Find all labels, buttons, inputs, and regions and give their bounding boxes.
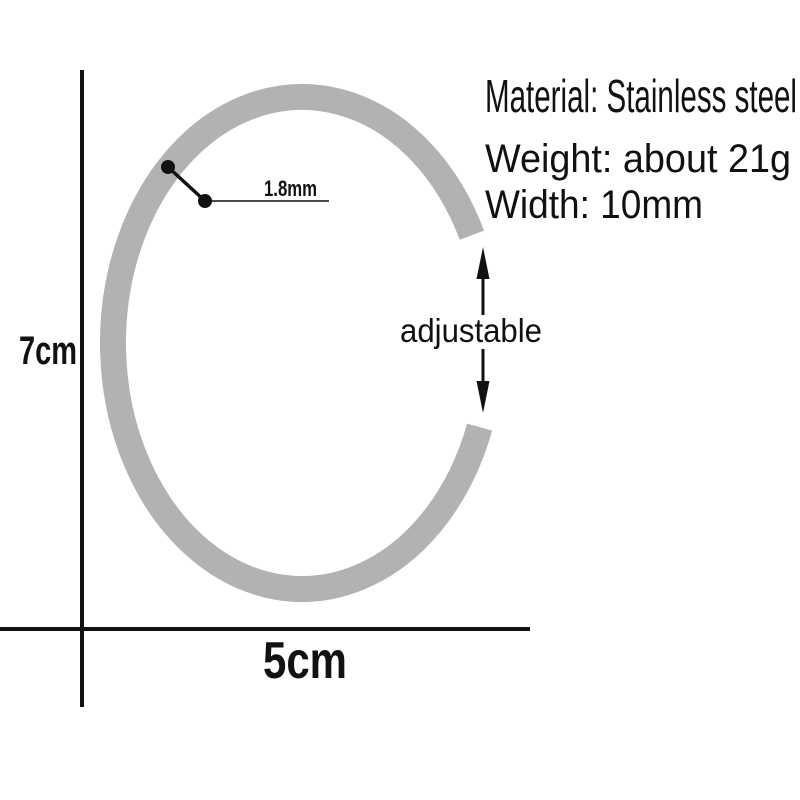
spec-weight: Weight: about 21g [485,137,791,181]
thickness-leader-line [166,165,207,203]
adjustable-label: adjustable [400,312,542,349]
bracelet-ring [100,83,493,602]
spec-material: Material: Stainless steel [485,70,797,122]
width-dimension-label: 5cm [263,632,347,690]
height-dimension-label: 7cm [19,329,77,373]
thickness-label: 1.8mm [264,176,317,201]
adjustable-arrow-down-head [476,381,490,413]
spec-width: Width: 10mm [485,183,703,227]
adjustable-arrow-up-head [476,247,490,279]
